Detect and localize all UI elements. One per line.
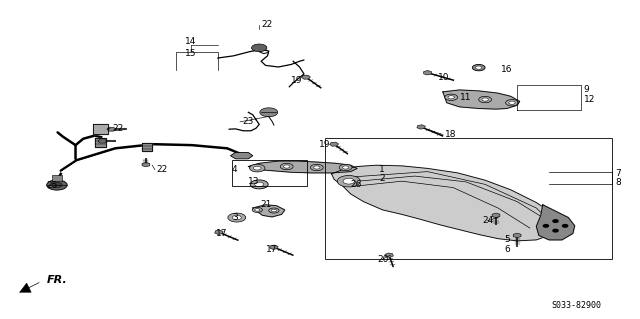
Polygon shape xyxy=(142,143,152,151)
Polygon shape xyxy=(269,245,278,249)
Bar xyxy=(232,160,307,186)
Text: 2: 2 xyxy=(379,174,385,182)
Polygon shape xyxy=(301,75,310,79)
Text: 19: 19 xyxy=(291,76,302,85)
Polygon shape xyxy=(253,205,285,217)
Text: 17: 17 xyxy=(216,229,228,238)
Circle shape xyxy=(509,101,515,104)
Text: 12: 12 xyxy=(584,95,595,104)
Circle shape xyxy=(52,182,62,188)
Text: 17: 17 xyxy=(266,245,277,254)
Text: 14: 14 xyxy=(185,37,196,46)
Text: 22: 22 xyxy=(112,124,124,133)
Circle shape xyxy=(260,108,278,117)
Circle shape xyxy=(269,208,279,213)
Text: 3: 3 xyxy=(233,213,238,222)
Circle shape xyxy=(47,180,67,190)
Circle shape xyxy=(445,94,458,100)
Polygon shape xyxy=(385,253,394,257)
Circle shape xyxy=(506,100,518,106)
Text: 7: 7 xyxy=(616,169,621,178)
Circle shape xyxy=(479,96,492,103)
Circle shape xyxy=(314,166,320,169)
Text: 22: 22 xyxy=(261,20,273,29)
Circle shape xyxy=(476,66,482,69)
Text: 11: 11 xyxy=(460,93,471,102)
Text: 8: 8 xyxy=(616,178,621,187)
Text: 5: 5 xyxy=(504,235,509,244)
Circle shape xyxy=(343,178,355,184)
Circle shape xyxy=(250,164,265,172)
Text: 15: 15 xyxy=(185,49,196,58)
Circle shape xyxy=(563,225,568,227)
Polygon shape xyxy=(142,162,150,167)
Text: 21: 21 xyxy=(260,200,271,209)
Circle shape xyxy=(280,163,293,170)
Polygon shape xyxy=(93,124,108,134)
Polygon shape xyxy=(330,142,339,146)
Text: 9: 9 xyxy=(584,85,589,94)
Polygon shape xyxy=(536,205,575,240)
Circle shape xyxy=(337,175,360,187)
Polygon shape xyxy=(107,127,116,131)
Circle shape xyxy=(448,96,454,99)
Polygon shape xyxy=(443,90,520,109)
Circle shape xyxy=(228,213,246,222)
Polygon shape xyxy=(95,138,106,147)
Circle shape xyxy=(543,225,548,227)
Circle shape xyxy=(482,98,488,101)
Polygon shape xyxy=(230,152,253,159)
Polygon shape xyxy=(332,165,556,241)
Circle shape xyxy=(284,165,290,168)
Text: 10: 10 xyxy=(438,73,450,82)
Polygon shape xyxy=(248,161,357,173)
Text: 6: 6 xyxy=(504,245,509,254)
Text: 20: 20 xyxy=(377,255,388,263)
Circle shape xyxy=(232,215,241,220)
Bar xyxy=(325,138,612,259)
Polygon shape xyxy=(214,230,223,234)
Circle shape xyxy=(553,229,558,232)
Circle shape xyxy=(252,207,262,212)
Text: FR.: FR. xyxy=(47,275,67,285)
Text: 24: 24 xyxy=(482,216,493,225)
Polygon shape xyxy=(513,233,521,238)
Polygon shape xyxy=(424,70,431,75)
Circle shape xyxy=(271,209,276,212)
Circle shape xyxy=(253,166,261,170)
Text: 19: 19 xyxy=(319,140,331,149)
Text: 25: 25 xyxy=(46,181,58,189)
Text: 1: 1 xyxy=(379,165,385,174)
Text: 26: 26 xyxy=(351,180,362,189)
Circle shape xyxy=(472,64,485,71)
Circle shape xyxy=(339,164,352,171)
Circle shape xyxy=(255,182,264,187)
Polygon shape xyxy=(417,125,426,129)
Polygon shape xyxy=(492,213,500,218)
Text: 23: 23 xyxy=(242,117,253,126)
Circle shape xyxy=(255,209,260,211)
Polygon shape xyxy=(98,139,107,143)
Bar xyxy=(52,175,62,181)
Circle shape xyxy=(553,220,558,222)
Text: 4: 4 xyxy=(232,165,237,174)
Circle shape xyxy=(250,180,268,189)
Text: 22: 22 xyxy=(157,165,168,174)
Text: 13: 13 xyxy=(248,177,260,186)
Circle shape xyxy=(342,166,349,169)
Text: S033-82900: S033-82900 xyxy=(551,301,601,310)
Text: 16: 16 xyxy=(500,65,512,74)
Circle shape xyxy=(310,164,323,171)
Circle shape xyxy=(252,44,267,52)
Text: 18: 18 xyxy=(445,130,456,139)
